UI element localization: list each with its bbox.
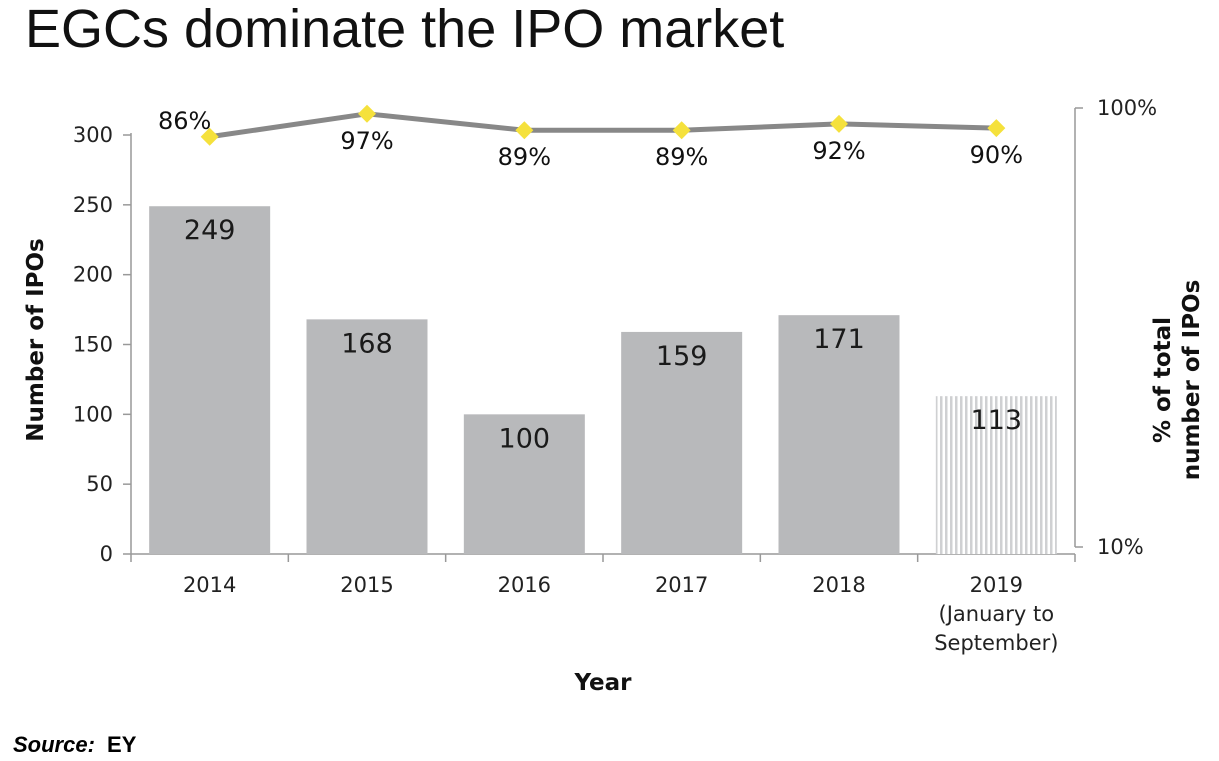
bars: [149, 206, 1057, 555]
percent-value-label: 89%: [655, 143, 708, 171]
percent-value-label: 97%: [340, 127, 393, 155]
percent-marker: [358, 104, 376, 123]
y-tick-label: 0: [100, 542, 113, 566]
x-tick-label: 2014: [183, 573, 236, 597]
percent-marker: [515, 121, 534, 140]
bar-value-label: 171: [813, 324, 865, 355]
x-tick-label: 2017: [655, 573, 708, 597]
percent-marker: [672, 121, 691, 140]
source-label: Source:: [13, 732, 95, 757]
bar-value-label: 100: [499, 423, 551, 454]
x-tick-label: 2015: [340, 573, 393, 597]
y-tick-label: 150: [73, 333, 113, 357]
y2-axis-title-line: % of total: [1150, 317, 1176, 443]
bar-value-label: 249: [184, 215, 236, 246]
y-tick-label: 50: [86, 472, 113, 496]
bar: [778, 315, 900, 554]
chart-title: EGCs dominate the IPO market: [25, 0, 784, 59]
x-tick-label: September): [934, 631, 1058, 655]
percent-value-label: 90%: [970, 141, 1023, 169]
y2-axis-title-line: number of IPOs: [1179, 280, 1205, 481]
percent-value-label: 89%: [498, 143, 551, 171]
y2-axis-title: % of total number of IPOs: [1150, 280, 1205, 481]
percent-marker: [987, 119, 1006, 138]
bar: [306, 319, 428, 554]
bar-value-label: 113: [971, 405, 1023, 436]
bar: [149, 206, 271, 555]
y-tick-label: 100: [73, 402, 113, 426]
bar: [463, 414, 585, 554]
percent-value-label: 92%: [812, 137, 865, 165]
x-tick-label: (January to: [939, 602, 1055, 626]
y-axis-title: Number of IPOs: [23, 238, 49, 441]
y-tick-label: 300: [73, 123, 113, 147]
x-tick-label: 2018: [812, 573, 865, 597]
x-tick-label: 2019: [970, 573, 1023, 597]
percent-value-label: 86%: [158, 107, 211, 135]
percent-line: [200, 104, 1006, 146]
percent-marker: [200, 127, 219, 146]
x-axis-title: Year: [573, 670, 632, 696]
x-tick-label: 2016: [498, 573, 551, 597]
bar-value-label: 159: [656, 341, 708, 372]
bar-partial-year: [935, 396, 1057, 554]
source-line: Source: EY: [13, 732, 137, 757]
source-value: EY: [107, 732, 137, 757]
y-tick-label: 200: [73, 263, 113, 287]
y2-tick-label: 10%: [1097, 535, 1144, 559]
percent-series-line: [209, 111, 997, 140]
percent-marker: [830, 114, 848, 133]
labels: 249 168 100 159 171 113 2014 2015 2016 2017 2018 20…: [158, 107, 1058, 655]
y2-tick-label: 100%: [1097, 96, 1157, 120]
bar-value-label: 168: [341, 328, 393, 359]
y-tick-label: 250: [73, 193, 113, 217]
bar: [621, 331, 743, 554]
axes: 0 50 100 150 200 250 300 100% 10% % of total numbe…: [73, 96, 1205, 566]
